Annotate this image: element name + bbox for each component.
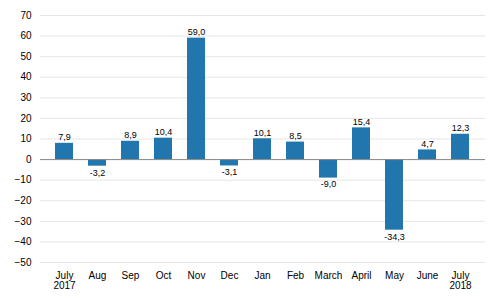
svg-text:Oct: Oct xyxy=(156,270,172,281)
svg-text:59,0: 59,0 xyxy=(188,27,206,37)
svg-text:Feb: Feb xyxy=(287,270,305,281)
svg-text:May: May xyxy=(385,270,404,281)
svg-text:Jan: Jan xyxy=(254,270,270,281)
svg-text:-9,0: -9,0 xyxy=(321,179,337,189)
svg-text:7,9: 7,9 xyxy=(58,132,71,142)
svg-text:−20: −20 xyxy=(15,195,32,206)
svg-text:Sep: Sep xyxy=(122,270,140,281)
svg-text:−30: −30 xyxy=(15,216,32,227)
svg-text:0: 0 xyxy=(26,154,32,165)
svg-text:40: 40 xyxy=(20,71,32,82)
svg-text:70: 70 xyxy=(20,10,32,21)
svg-text:April: April xyxy=(351,270,371,281)
svg-text:10: 10 xyxy=(20,133,32,144)
svg-text:−50: −50 xyxy=(15,257,32,268)
svg-text:30: 30 xyxy=(20,92,32,103)
svg-text:12,3: 12,3 xyxy=(452,123,470,133)
svg-text:June: June xyxy=(417,270,439,281)
svg-text:8,9: 8,9 xyxy=(124,130,137,140)
svg-text:Nov: Nov xyxy=(188,270,206,281)
svg-text:10,1: 10,1 xyxy=(254,128,272,138)
svg-text:-3,2: -3,2 xyxy=(90,168,106,178)
svg-text:60: 60 xyxy=(20,30,32,41)
svg-text:15,4: 15,4 xyxy=(353,117,371,127)
svg-text:Dec: Dec xyxy=(221,270,239,281)
svg-text:8,5: 8,5 xyxy=(289,131,302,141)
svg-text:10,4: 10,4 xyxy=(155,127,173,137)
svg-text:July2018: July2018 xyxy=(449,270,472,291)
svg-text:4,7: 4,7 xyxy=(421,139,434,149)
svg-text:July2017: July2017 xyxy=(53,270,76,291)
svg-text:−40: −40 xyxy=(15,236,32,247)
svg-text:−10: −10 xyxy=(15,174,32,185)
svg-text:-34,3: -34,3 xyxy=(384,232,405,242)
svg-text:March: March xyxy=(315,270,343,281)
svg-text:Aug: Aug xyxy=(89,270,107,281)
svg-text:-3,1: -3,1 xyxy=(222,167,238,177)
svg-text:50: 50 xyxy=(20,51,32,62)
svg-text:20: 20 xyxy=(20,113,32,124)
